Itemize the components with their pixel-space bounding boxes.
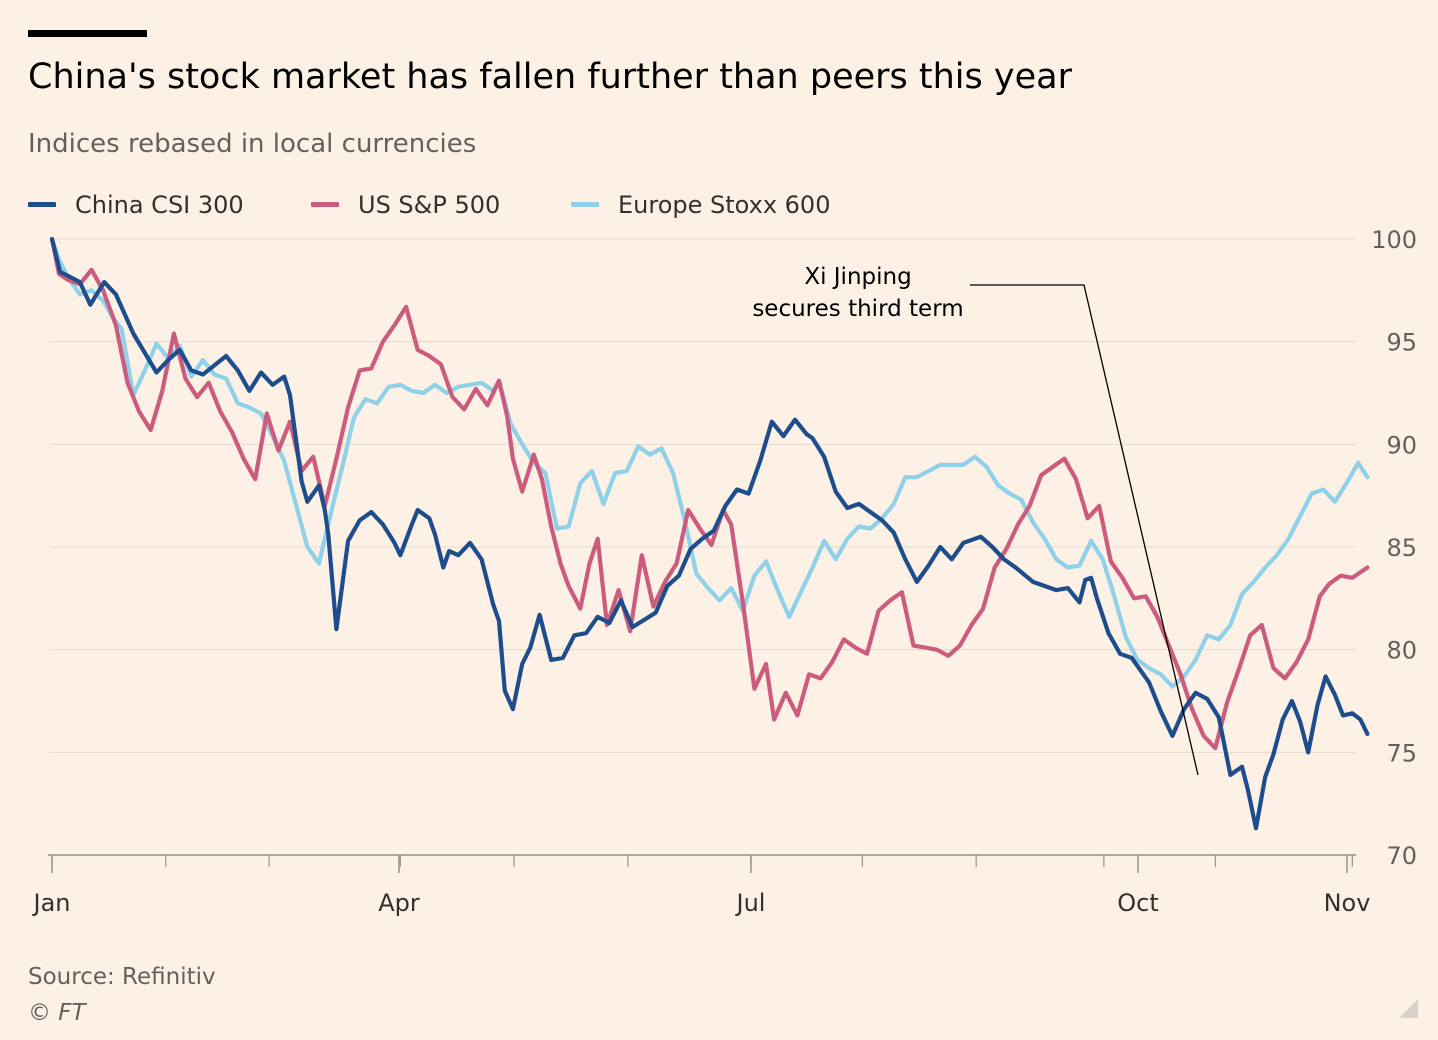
series-line-europe-stoxx-600: [49, 236, 1370, 689]
resize-handle-icon[interactable]: [1399, 999, 1418, 1018]
legend-label-china: China CSI 300: [75, 191, 244, 219]
annotation-text-line: Xi Jinping: [804, 264, 911, 290]
legend-label-europe: Europe Stoxx 600: [618, 191, 831, 219]
brand-top-bar: [28, 30, 147, 37]
chart-title: China's stock market has fallen further …: [28, 57, 1072, 97]
y-tick-label: 90: [1386, 431, 1417, 459]
legend-swatch-china: [28, 202, 56, 207]
legend-swatch-europe: [571, 202, 599, 207]
y-tick-label: 75: [1386, 739, 1417, 767]
copyright-note: © FT: [28, 1000, 86, 1026]
x-tick-label: Apr: [378, 889, 420, 917]
x-tick-label: Nov: [1324, 889, 1371, 917]
y-tick-label: 70: [1386, 842, 1417, 870]
x-tick-label: Jan: [32, 889, 71, 917]
source-note: Source: Refinitiv: [28, 964, 216, 990]
x-tick-label: Jul: [735, 889, 766, 917]
x-tick-label: Oct: [1117, 889, 1159, 917]
y-tick-label: 100: [1371, 226, 1417, 254]
chart-subtitle: Indices rebased in local currencies: [28, 129, 477, 159]
series-line-us-s-p-500: [49, 236, 1370, 751]
annotation-leader-line: [970, 284, 1199, 776]
legend-swatch-us: [311, 202, 339, 207]
y-tick-label: 95: [1386, 329, 1417, 357]
series-line-china-csi-300: [49, 236, 1370, 831]
annotation-xi-jinping: Xi Jinping secures third term: [752, 264, 1199, 776]
y-tick-label: 85: [1386, 534, 1417, 562]
y-tick-label: 80: [1386, 637, 1417, 665]
legend-label-us: US S&P 500: [358, 191, 501, 219]
annotation-text-line: secures third term: [752, 296, 963, 322]
